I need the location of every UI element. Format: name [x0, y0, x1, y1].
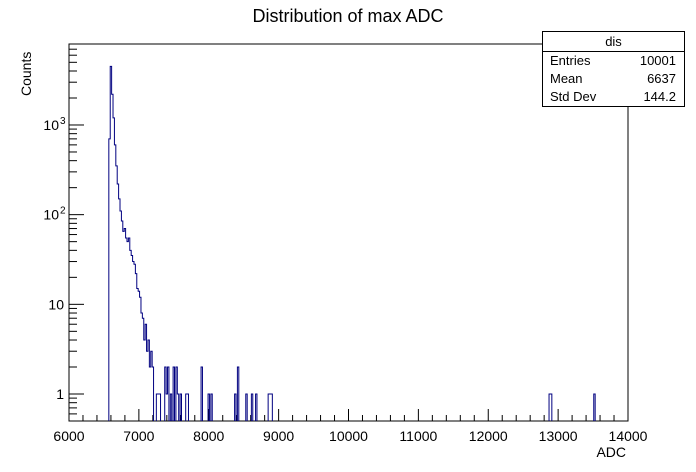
x-tick-label: 9000 [263, 428, 294, 444]
stats-row-stddev: Std Dev 144.2 [543, 88, 684, 106]
stats-box-name: dis [543, 32, 684, 52]
stats-value: 6637 [647, 71, 676, 86]
y-tick-label: 1 [56, 386, 64, 402]
y-tick-exponent: 2 [60, 206, 66, 217]
y-tick-label: 10 [43, 207, 59, 223]
stats-box: dis Entries 10001 Mean 6637 Std Dev 144.… [542, 31, 685, 107]
y-tick-label: 10 [43, 117, 59, 133]
y-tick-label: 10 [48, 296, 64, 312]
stats-value: 144.2 [643, 89, 676, 104]
histogram-series-line [108, 65, 596, 421]
stats-value: 10001 [639, 53, 676, 68]
x-tick-label: 6000 [53, 428, 84, 444]
x-tick-label: 11000 [399, 428, 437, 444]
stats-row-entries: Entries 10001 [543, 52, 684, 70]
x-axis-ticks: 6000 7000 8000 9000 10000 11000 12000 13000 1400… [53, 409, 648, 444]
x-tick-label: 14000 [609, 428, 648, 444]
x-axis-label: ADC [596, 444, 626, 460]
y-tick-exponent: 3 [60, 116, 66, 127]
x-tick-label: 7000 [123, 428, 154, 444]
x-tick-label: 13000 [539, 428, 578, 444]
x-tick-label: 12000 [469, 428, 508, 444]
stats-row-mean: Mean 6637 [543, 70, 684, 88]
stats-label: Std Dev [550, 89, 597, 104]
x-tick-label: 8000 [193, 428, 224, 444]
x-tick-label: 10000 [329, 428, 368, 444]
chart-title: Distribution of max ADC [252, 6, 444, 26]
y-axis-label: Counts [18, 51, 34, 96]
stats-label: Entries [550, 53, 591, 68]
stats-label: Mean [550, 71, 583, 86]
